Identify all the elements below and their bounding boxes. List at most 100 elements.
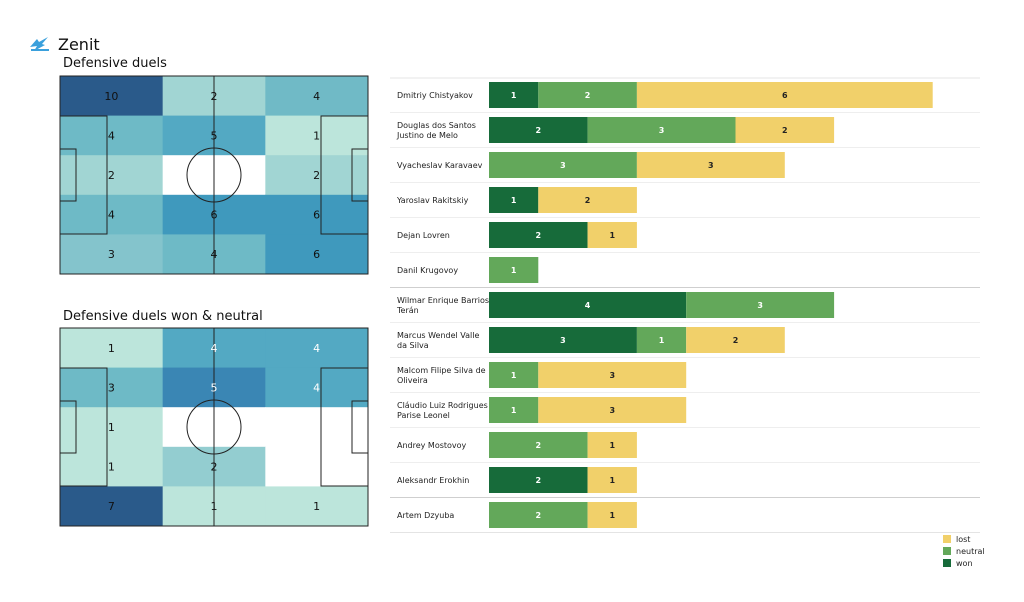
- legend-swatch: [943, 559, 951, 567]
- bar-segment-neutral: [489, 152, 637, 178]
- heatmap-cell: [60, 234, 164, 275]
- heatmap-defensive-duels: 10 2 4 4 5 1 2 2 4 6 6 3 4 6: [59, 75, 369, 275]
- player-name-label: Parise Leonel: [397, 411, 450, 420]
- bar-segment-neutral: [489, 257, 539, 283]
- pitch-goal-area-left: [59, 148, 77, 202]
- player-name-label: Danil Krugovoy: [397, 266, 458, 275]
- heatmap-value-label: 4: [108, 129, 115, 142]
- bar-value-label: 2: [585, 196, 591, 205]
- heatmap-cell: [60, 76, 164, 117]
- player-name-label: Artem Dzyuba: [397, 511, 454, 520]
- heatmap-value-label: 10: [104, 90, 118, 103]
- heatmap-cell: [265, 446, 369, 487]
- bar-value-label: 1: [511, 266, 517, 275]
- bar-segment-won: [489, 292, 687, 318]
- player-name-label: Malcom Filipe Silva de: [397, 366, 486, 375]
- heatmap-cell: [60, 115, 164, 156]
- legend-item-won: won: [943, 557, 985, 569]
- player-name-label: Andrey Mostovoy: [397, 441, 467, 450]
- heatmap-cell: [265, 155, 369, 196]
- heatmap-value-label: 1: [313, 500, 320, 513]
- player-name-label: Yaroslav Rakitskiy: [396, 196, 469, 205]
- legend-label: won: [956, 558, 973, 568]
- player-name-label: Dejan Lovren: [397, 231, 450, 240]
- player-name-label: Terán: [396, 306, 419, 315]
- bar-value-label: 2: [585, 91, 591, 100]
- bar-value-label: 1: [511, 371, 517, 380]
- heatmap-value-label: 2: [313, 169, 320, 182]
- bar-segment-neutral: [489, 432, 588, 458]
- legend-label: lost: [956, 534, 971, 544]
- player-name-label: Justino de Melo: [396, 131, 458, 140]
- bar-value-label: 2: [536, 231, 542, 240]
- bar-segment-won: [489, 327, 637, 353]
- bar-value-label: 2: [733, 336, 739, 345]
- heatmap-cell: [60, 486, 164, 527]
- heatmap-cell: [265, 234, 369, 275]
- bar-segment-lost: [587, 222, 637, 248]
- heatmap-value-label: 6: [211, 209, 218, 222]
- heatmap-cell: [265, 115, 369, 156]
- bar-value-label: 1: [511, 91, 517, 100]
- heatmap-cell: [60, 194, 164, 235]
- bar-segment-lost: [587, 502, 637, 528]
- heatmap-value-label: 1: [108, 342, 115, 355]
- heatmap-value-label: 2: [108, 169, 115, 182]
- player-duels-bar-chart: Dmitriy Chistyakov 1 2 6 Douglas dos SantosJ…: [390, 77, 980, 533]
- heatmap-value-label: 5: [211, 381, 218, 394]
- bar-value-label: 2: [536, 126, 542, 135]
- bar-value-label: 2: [536, 476, 542, 485]
- pitch-goal-area-left: [59, 400, 77, 454]
- bar-value-label: 3: [708, 161, 714, 170]
- bar-segment-neutral: [686, 292, 835, 318]
- pitch-center-circle: [186, 147, 242, 203]
- player-name-label: Aleksandr Erokhin: [397, 476, 469, 485]
- bar-segment-neutral: [538, 82, 637, 108]
- heatmap-cell: [60, 155, 164, 196]
- bar-value-label: 1: [609, 511, 615, 520]
- heatmap-value-label: 4: [313, 90, 320, 103]
- bar-segment-lost: [587, 467, 637, 493]
- bar-segment-lost: [636, 152, 785, 178]
- heatmap-value-label: 2: [211, 461, 218, 474]
- heatmap-value-label: 1: [108, 461, 115, 474]
- bar-segment-won: [489, 117, 588, 143]
- heatmap-value-label: 3: [108, 381, 115, 394]
- bar-segment-lost: [686, 327, 785, 353]
- bar-value-label: 3: [609, 406, 615, 415]
- zenit-logo-icon: [30, 37, 49, 51]
- heatmap-title-defensive-duels: Defensive duels: [63, 56, 167, 71]
- bar-segment-lost: [587, 432, 637, 458]
- bar-value-label: 1: [511, 196, 517, 205]
- bar-value-label: 3: [659, 126, 665, 135]
- heatmap-title-defensive-duels-won-neutral: Defensive duels won & neutral: [63, 309, 263, 324]
- heatmap-cell: [265, 407, 369, 448]
- bar-segment-won: [489, 467, 588, 493]
- bar-segment-won: [489, 187, 539, 213]
- heatmap-cell: [265, 486, 369, 527]
- heatmap-value-label: 6: [313, 248, 320, 261]
- player-name-label: Douglas dos Santos: [397, 121, 476, 130]
- player-name-label: Wilmar Enrique Barrios: [397, 296, 489, 305]
- heatmap-value-label: 5: [211, 129, 218, 142]
- heatmap-cell: [265, 328, 369, 369]
- pitch-center-circle: [186, 399, 242, 455]
- bar-value-label: 2: [782, 126, 788, 135]
- heatmap-cell: [60, 328, 164, 369]
- legend-item-lost: lost: [943, 533, 985, 545]
- heatmap-value-label: 1: [211, 500, 218, 513]
- heatmap-value-label: 4: [108, 209, 115, 222]
- player-name-label: Marcus Wendel Valle: [397, 331, 479, 340]
- legend-swatch: [943, 535, 951, 543]
- team-header: Zenit: [28, 33, 100, 55]
- bar-segment-lost: [538, 187, 637, 213]
- heatmap-cell: [60, 367, 164, 408]
- bar-value-label: 1: [511, 406, 517, 415]
- bar-segment-won: [489, 82, 539, 108]
- heatmap-value-label: 7: [108, 500, 115, 513]
- pitch-goal-area-right: [351, 400, 369, 454]
- bar-value-label: 2: [536, 441, 542, 450]
- bar-value-label: 3: [560, 161, 566, 170]
- heatmap-cell: [265, 76, 369, 117]
- player-name-label: Dmitriy Chistyakov: [397, 91, 473, 100]
